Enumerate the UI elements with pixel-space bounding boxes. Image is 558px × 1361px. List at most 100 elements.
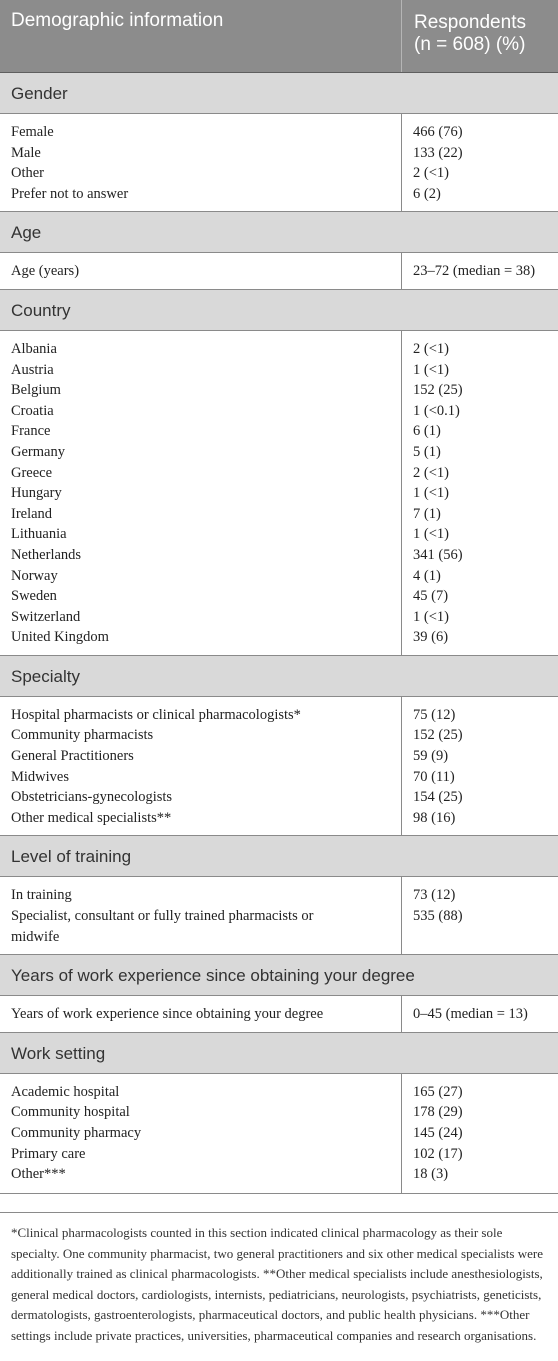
row-value: 1 (<1) (413, 608, 449, 625)
row-label: Ireland (11, 505, 53, 522)
row-label: Netherlands (11, 546, 82, 563)
value-column: 23–72 (median = 38) (402, 253, 558, 289)
row-label: Age (years) (11, 263, 80, 280)
row-label: Norway (11, 567, 58, 584)
value-column: 165 (27) 178 (29) 145 (24) 102 (17) 18 (3) (402, 1074, 558, 1193)
value-column: 75 (12) 152 (25) 59 (9) 70 (11) 154 (25) 98 (… (402, 697, 558, 836)
row-value: 18 (3) (413, 1166, 449, 1183)
row-value: 102 (17) (413, 1145, 463, 1162)
row-value: 178 (29) (413, 1104, 463, 1121)
section-body: Years of work experience since obtaining… (0, 996, 558, 1033)
row-value: 73 (12) (413, 887, 456, 904)
row-label: United Kingdom (11, 629, 109, 646)
section-body: Academic hospital Community hospital Commu… (0, 1073, 558, 1194)
value-column: 73 (12) 535 (88) (402, 877, 558, 954)
row-label: Years of work experience since obtaining… (11, 1006, 324, 1023)
row-label: Academic hospital (11, 1083, 120, 1100)
row-label: Community hospital (11, 1104, 130, 1121)
row-label: Midwives (11, 768, 69, 785)
row-label: Prefer not to answer (11, 185, 129, 202)
section-body: In training Specialist, consultant or ful… (0, 877, 558, 956)
label-column: Academic hospital Community hospital Commu… (0, 1073, 402, 1193)
row-value: 152 (25) (413, 727, 463, 744)
table-footnote: *Clinical pharmacologists counted in thi… (0, 1212, 558, 1346)
row-label: Other*** (11, 1166, 66, 1183)
table-header: Demographic information Respondents (n =… (0, 0, 558, 73)
row-label: Austria (11, 361, 54, 378)
row-label: Female (11, 124, 54, 140)
section-header: Specialty (0, 655, 558, 697)
row-value: 59 (9) (413, 748, 449, 765)
section-header: Years of work experience since obtaining… (0, 955, 558, 997)
demographics-table: Demographic information Respondents (n =… (0, 0, 558, 1194)
row-label: General Practitioners (11, 748, 134, 765)
section-header: Age (0, 212, 558, 254)
row-value: 6 (2) (413, 185, 441, 202)
row-label: Greece (11, 464, 53, 481)
row-label: Albania (11, 340, 57, 357)
row-label: Hungary (11, 485, 62, 502)
row-label: Hospital pharmacists or clinical pharmac… (11, 706, 301, 723)
row-label: Other (11, 165, 45, 182)
row-value: 7 (1) (413, 505, 441, 522)
row-value: 1 (<1) (413, 485, 449, 502)
header-demographic-information: Demographic information (0, 0, 402, 72)
row-value: 6 (1) (413, 423, 441, 440)
row-value: 341 (56) (413, 546, 463, 563)
label-column: In training Specialist, consultant or ful… (0, 877, 402, 955)
header-respondents: Respondents (n = 608) (%) (402, 0, 558, 72)
section-header: Level of training (0, 836, 558, 878)
row-value: 145 (24) (413, 1125, 463, 1141)
label-column: Hospital pharmacists or clinical pharmac… (0, 696, 402, 836)
row-value: 2 (<1) (413, 165, 449, 182)
value-column: 2 (<1) 1 (<1) 152 (25) 1 (<0.1) 6 (1) 5 (1) 2 … (402, 331, 558, 655)
row-value: 154 (25) (413, 789, 463, 806)
row-label: Specialist, consultant or fully trained … (11, 908, 314, 945)
row-label: Belgium (11, 382, 61, 399)
row-label: Primary care (11, 1145, 86, 1162)
row-label: Male (11, 144, 41, 161)
row-label: France (11, 423, 51, 440)
row-value: 45 (7) (413, 588, 449, 605)
label-column: Age (years) (0, 253, 402, 289)
row-label: Switzerland (11, 608, 81, 625)
row-label: Community pharmacy (11, 1125, 142, 1141)
header-respondents-line2: (n = 608) (%) (414, 34, 526, 55)
row-value: 5 (1) (413, 443, 441, 460)
section-header: Country (0, 289, 558, 331)
row-value: 152 (25) (413, 382, 463, 399)
label-column: Albania Austria Belgium Croatia France German… (0, 330, 402, 655)
section-body: Female Male Other Prefer not to answer 466 (… (0, 114, 558, 213)
row-label: Sweden (11, 588, 57, 605)
section-body: Hospital pharmacists or clinical pharmac… (0, 696, 558, 837)
row-value: 535 (88) (413, 908, 463, 925)
row-value: 2 (<1) (413, 340, 449, 357)
row-value: 75 (12) (413, 706, 456, 723)
row-value: 98 (16) (413, 809, 456, 826)
row-value: 1 (<1) (413, 361, 449, 378)
row-label: Lithuania (11, 526, 67, 543)
value-column: 466 (76) 133 (22) 2 (<1) 6 (2) (402, 114, 558, 211)
row-label: Community pharmacists (11, 727, 154, 744)
section-header: Work setting (0, 1032, 558, 1074)
row-value: 39 (6) (413, 629, 449, 646)
row-value: 0–45 (median = 13) (413, 1006, 528, 1023)
label-column: Female Male Other Prefer not to answer (0, 114, 402, 212)
row-value: 23–72 (median = 38) (413, 263, 536, 280)
row-label: Croatia (11, 402, 54, 419)
table-body: Gender Female Male Other Prefer not to answe… (0, 73, 558, 1194)
value-column: 0–45 (median = 13) (402, 996, 558, 1032)
row-value: 466 (76) (413, 124, 463, 140)
row-value: 133 (22) (413, 144, 463, 161)
section-body: Age (years) 23–72 (median = 38) (0, 253, 558, 290)
header-respondents-line1: Respondents (414, 12, 526, 33)
row-value-spacer (413, 927, 558, 948)
row-label: In training (11, 887, 72, 904)
row-value: 4 (1) (413, 567, 441, 584)
row-label: Other medical specialists** (11, 809, 172, 826)
row-value: 70 (11) (413, 768, 455, 785)
row-value: 1 (<1) (413, 526, 449, 543)
section-body: Albania Austria Belgium Croatia France German… (0, 330, 558, 656)
section-header: Gender (0, 73, 558, 114)
row-value: 2 (<1) (413, 464, 449, 481)
